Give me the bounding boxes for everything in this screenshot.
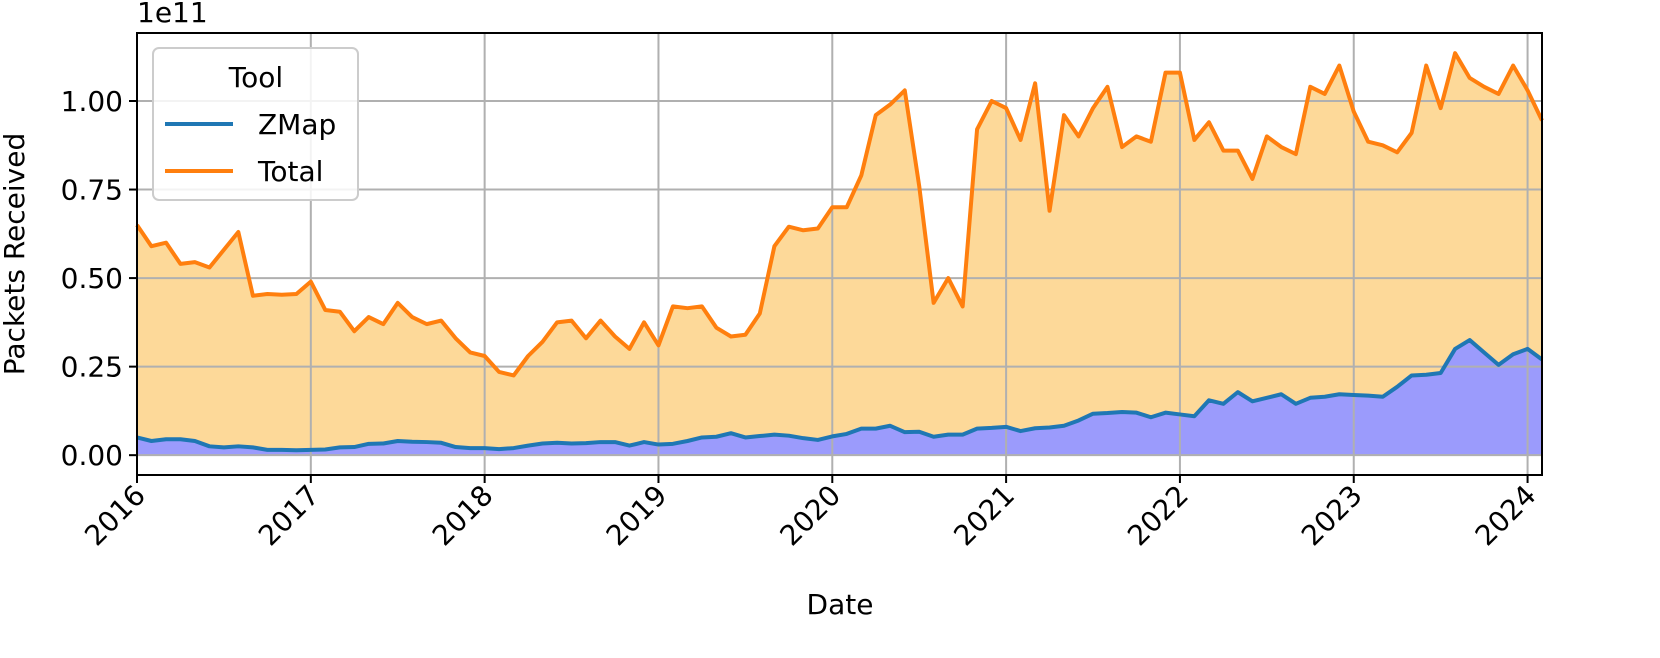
plot-frame (136, 32, 1543, 476)
x-tick-label: 2019 (600, 479, 674, 553)
series-line (136, 338, 1544, 453)
x-tick-label: 2024 (1469, 479, 1543, 553)
y-tick-label: 0.75 (61, 174, 123, 207)
area-fill (137, 340, 1542, 456)
x-axis-label: Date (807, 588, 874, 621)
legend-label: ZMap (258, 108, 336, 141)
legend-box (152, 47, 359, 201)
x-tick-label: 2017 (252, 479, 326, 553)
x-tick-label: 2020 (774, 479, 848, 553)
y-tick-label: 0.25 (61, 351, 123, 384)
legend-label: Total (257, 155, 323, 188)
offset-text: 1e11 (137, 0, 208, 29)
x-tick-label: 2021 (947, 479, 1021, 553)
y-tick-label: 0.00 (61, 439, 123, 472)
series-line (135, 51, 1544, 378)
x-tick-label: 2023 (1295, 479, 1369, 553)
x-tick-label: 2022 (1121, 479, 1195, 553)
area-fill (137, 53, 1542, 456)
x-tick-label: 2016 (78, 479, 152, 553)
y-tick-label: 0.50 (61, 262, 123, 295)
legend: Tool ZMap Total (152, 47, 359, 201)
y-tick-label: 1.00 (61, 85, 123, 118)
x-tick-label: 2018 (426, 479, 500, 553)
legend-title: Tool (228, 61, 283, 94)
y-axis-label: Packets Received (0, 133, 31, 375)
